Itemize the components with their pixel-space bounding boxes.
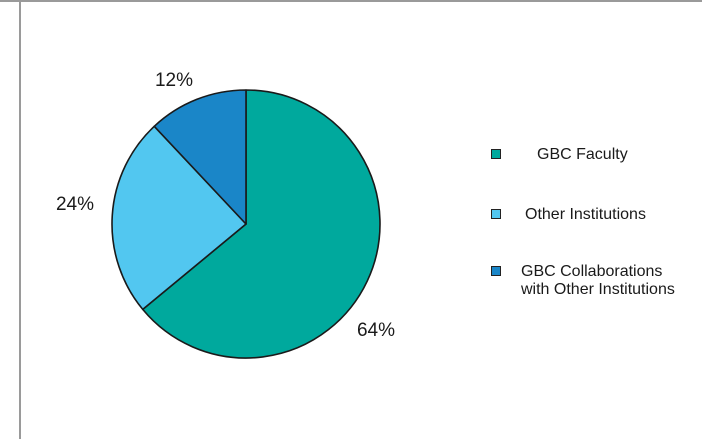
data-label-gbc-faculty: 64% (357, 320, 395, 341)
frame-top-border (0, 0, 702, 2)
legend-label-other-institutions: Other Institutions (525, 206, 646, 223)
legend-swatch-other-institutions (491, 209, 501, 219)
pie-slice-gbc-collaborations (153, 89, 247, 225)
pie-slice-gbc-faculty (141, 89, 381, 359)
legend-label-gbc-collaborations-line1: GBC Collaborations (521, 263, 663, 280)
legend-label-gbc-collaborations-line2: with Other Institutions (521, 281, 675, 298)
legend-swatch-gbc-collaborations (491, 266, 501, 276)
data-label-gbc-collaborations: 12% (155, 70, 193, 91)
legend-label-gbc-faculty: GBC Faculty (537, 146, 628, 163)
pie-slice-other-institutions (111, 125, 247, 311)
legend-swatch-gbc-faculty (491, 149, 501, 159)
frame-left-border (19, 2, 21, 439)
data-label-other-institutions: 24% (56, 194, 94, 215)
